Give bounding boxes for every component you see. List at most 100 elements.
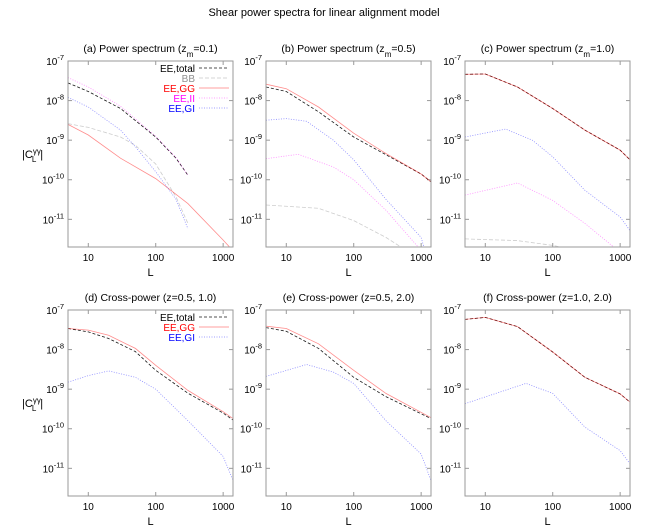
y-tick-exponent: -11: [54, 460, 64, 469]
y-tick-exponent: -8: [454, 93, 461, 102]
y-label-subscript: L: [32, 404, 37, 413]
panel-title-text: (c) Power spectrum (z: [481, 43, 584, 55]
y-tick-base: 10: [244, 346, 256, 357]
series-line-eeii: [465, 182, 614, 247]
y-tick-label: 10-7: [46, 302, 64, 317]
series-group: [68, 77, 231, 247]
x-tick-label: 10: [83, 253, 95, 264]
y-tick-label: 10-10: [439, 172, 461, 187]
y-tick-base: 10: [46, 346, 58, 357]
panel-title: (f) Cross-power (z=1.0, 2.0): [483, 292, 612, 304]
panel-title-text: (a) Power spectrum (z: [83, 43, 186, 55]
y-label-text: |C: [22, 398, 33, 410]
y-tick-base: 10: [443, 385, 455, 396]
x-tick-label: 1000: [410, 253, 433, 264]
x-tick-label: 100: [544, 502, 561, 513]
y-label-superscript: γγ: [33, 147, 41, 156]
y-tick-label: 10-7: [244, 53, 262, 68]
y-tick-exponent: -7: [57, 53, 64, 62]
x-tick-label: 10: [83, 502, 95, 513]
y-tick-exponent: -7: [454, 302, 461, 311]
x-tick-label: 10: [480, 502, 492, 513]
y-tick-exponent: -7: [57, 302, 64, 311]
y-tick-label: 10-8: [46, 93, 64, 108]
series-line-eegi: [266, 118, 425, 247]
y-label-text: |C: [22, 149, 33, 161]
series-group: [266, 325, 431, 481]
series-line-eegi: [68, 97, 189, 229]
series-group: [68, 328, 233, 481]
plot-frame: [464, 60, 631, 248]
plot-frame: [265, 60, 432, 248]
y-tick-base: 10: [46, 136, 58, 147]
y-tick-exponent: -7: [454, 53, 461, 62]
y-tick-base: 10: [240, 425, 252, 436]
panel-title: (b) Power spectrum (zm=0.5): [281, 43, 415, 59]
y-tick-exponent: -7: [255, 53, 262, 62]
y-tick-label: 10-7: [46, 53, 64, 68]
series-line-eeii: [266, 153, 419, 247]
y-tick-exponent: -9: [57, 381, 64, 390]
panel-title: (c) Power spectrum (zm=1.0): [481, 43, 615, 59]
y-tick-base: 10: [46, 385, 58, 396]
series-group: [266, 83, 431, 247]
y-tick-exponent: -7: [255, 302, 262, 311]
y-tick-base: 10: [43, 464, 55, 475]
y-tick-label: 10-10: [240, 172, 262, 187]
y-tick-label: 10-8: [244, 93, 262, 108]
x-axis-label: L: [147, 267, 153, 279]
y-tick-exponent: -9: [454, 132, 461, 141]
x-axis-label: L: [345, 516, 351, 527]
y-tick-label: 10-9: [443, 132, 461, 147]
y-tick-base: 10: [244, 385, 256, 396]
series-line-eegg: [465, 316, 630, 403]
y-tick-base: 10: [443, 306, 455, 317]
series-line-eetotal: [266, 327, 431, 419]
y-tick-base: 10: [46, 97, 58, 108]
panel-e: (e) Cross-power (z=0.5, 2.0)10 100 100010-…: [240, 292, 433, 527]
plot-frame: [265, 309, 432, 497]
y-tick-label: 10-10: [42, 421, 64, 436]
legend-label: EE,GI: [168, 104, 195, 115]
series-group: [465, 73, 630, 247]
y-tick-label: 10-10: [439, 421, 461, 436]
y-tick-label: 10-11: [241, 460, 262, 475]
panel-c: (c) Power spectrum (zm=1.0)10 100 100010-7…: [439, 43, 632, 279]
series-line-eetotal: [68, 328, 233, 421]
x-tick-label: 100: [345, 253, 362, 264]
y-tick-label: 10-10: [42, 172, 64, 187]
x-tick-label: 100: [147, 502, 164, 513]
y-tick-label: 10-8: [443, 93, 461, 108]
series-line-bb: [266, 204, 402, 247]
series-line-eegg: [465, 73, 630, 161]
series-line-bb: [465, 238, 561, 247]
series-line-bb: [68, 123, 189, 224]
y-tick-exponent: -11: [252, 460, 262, 469]
y-tick-exponent: -11: [54, 211, 64, 220]
y-axis-label: |Cγγ L |: [22, 396, 43, 413]
y-tick-exponent: -8: [57, 93, 64, 102]
y-tick-base: 10: [43, 215, 55, 226]
panel-title-text: (d) Cross-power (z=0.5, 1.0): [85, 292, 217, 304]
y-tick-base: 10: [439, 176, 451, 187]
y-tick-label: 10-7: [443, 302, 461, 317]
y-tick-label: 10-9: [46, 132, 64, 147]
x-tick-label: 1000: [410, 502, 433, 513]
x-axis-label: L: [147, 516, 153, 527]
y-tick-base: 10: [440, 215, 452, 226]
y-tick-label: 10-11: [440, 460, 461, 475]
legend-label: EE,total: [160, 64, 195, 75]
y-tick-exponent: -8: [255, 342, 262, 351]
series-line-eetotal: [266, 86, 431, 183]
y-label-superscript: γγ: [33, 396, 41, 405]
panel-a: (a) Power spectrum (zm=0.1)10 100 100010-7…: [22, 43, 235, 279]
series-line-eegi: [68, 370, 233, 481]
y-tick-exponent: -11: [451, 460, 461, 469]
y-tick-label: 10-10: [240, 421, 262, 436]
x-axis-label: L: [544, 267, 550, 279]
y-label-subscript: L: [32, 155, 37, 164]
panel-title: (a) Power spectrum (zm=0.1): [83, 43, 217, 59]
y-tick-base: 10: [439, 425, 451, 436]
